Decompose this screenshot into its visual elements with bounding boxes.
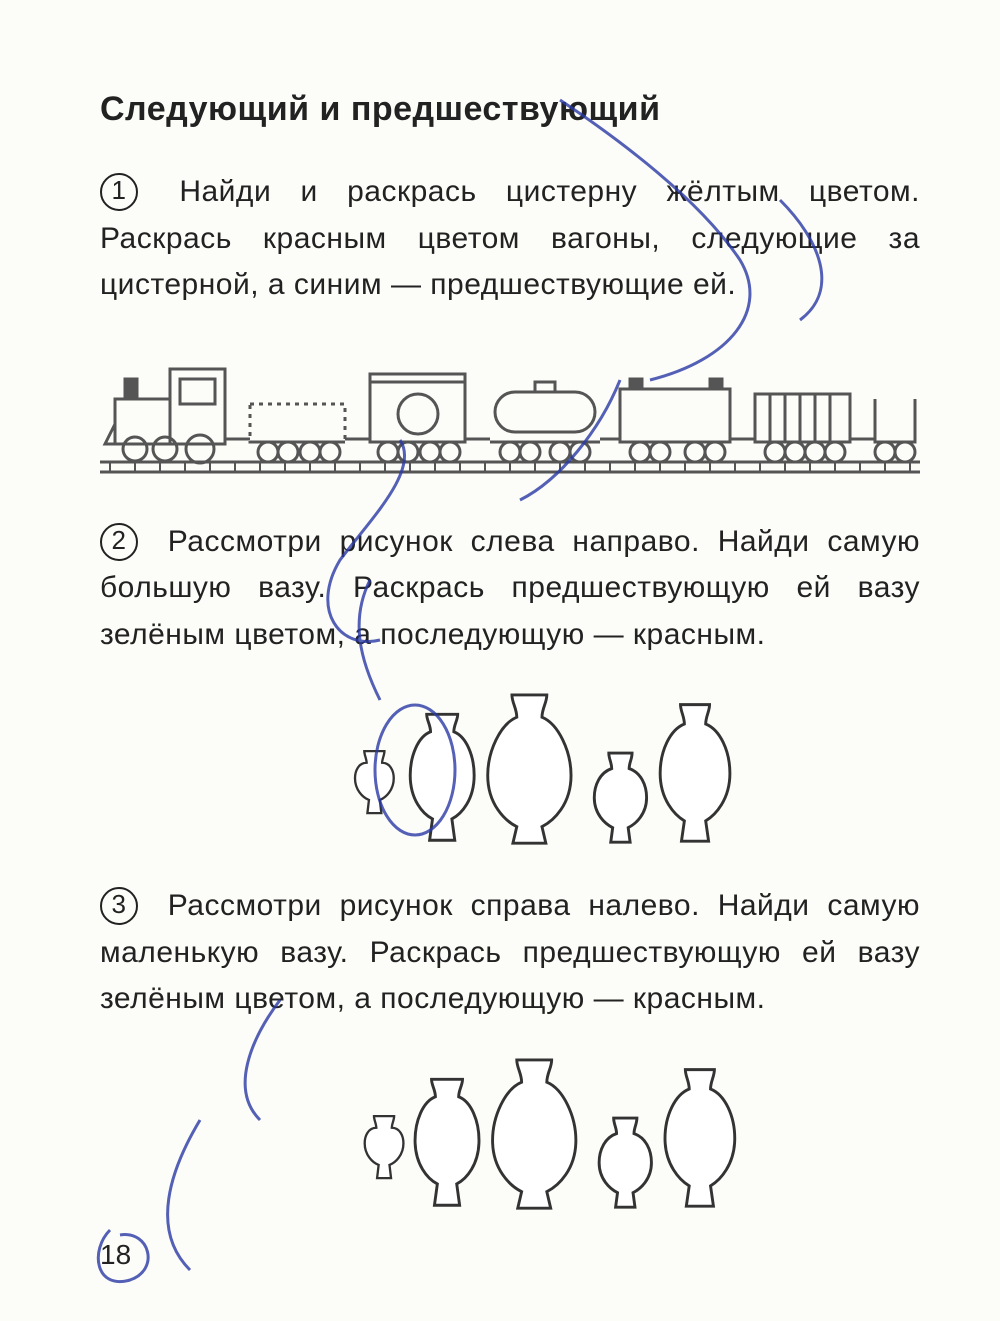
- task-3-text: Рассмотри рисунок справа налево. Найди с…: [100, 889, 920, 1015]
- task-number-2: 2: [100, 523, 138, 561]
- task-2-text: Рассмотри рисунок слева направо. Найди с…: [100, 525, 920, 651]
- page-number: 18: [100, 1239, 131, 1271]
- page-title: Следующий и предшествующий: [100, 90, 920, 129]
- vase-icon: [410, 714, 474, 840]
- ridged-car-icon: [755, 394, 850, 462]
- task-2: 2 Рассмотри рисунок слева направо. Найди…: [100, 519, 920, 659]
- task-number-1: 1: [100, 173, 138, 211]
- task-number-3: 3: [100, 887, 138, 925]
- train-illustration: [100, 344, 920, 484]
- flatcar-icon: [250, 404, 345, 462]
- vase-icon: [355, 751, 394, 813]
- plain-car-icon: [620, 379, 730, 462]
- vases-row-2: [100, 1058, 920, 1213]
- vase-icon: [415, 1079, 479, 1205]
- vase-icon: [594, 753, 646, 842]
- boxcar-icon: [370, 374, 465, 462]
- tank-car-icon: [490, 382, 600, 462]
- locomotive-icon: [105, 369, 225, 463]
- vase-icon: [365, 1116, 404, 1178]
- vase-icon: [488, 695, 571, 843]
- task-1-text: Найди и раскрась цистерну жёлтым цветом.…: [100, 175, 920, 301]
- vase-icon: [493, 1059, 576, 1207]
- vase-icon: [665, 1069, 735, 1206]
- task-1: 1 Найди и раскрась цистерну жёлтым цвето…: [100, 169, 920, 309]
- vases-row-1: [100, 693, 920, 848]
- vase-icon: [660, 705, 730, 842]
- task-3: 3 Рассмотри рисунок справа налево. Найди…: [100, 883, 920, 1023]
- vase-icon: [599, 1118, 651, 1207]
- open-car-icon: [875, 399, 915, 462]
- workbook-page: Следующий и предшествующий 1 Найди и рас…: [0, 0, 1000, 1321]
